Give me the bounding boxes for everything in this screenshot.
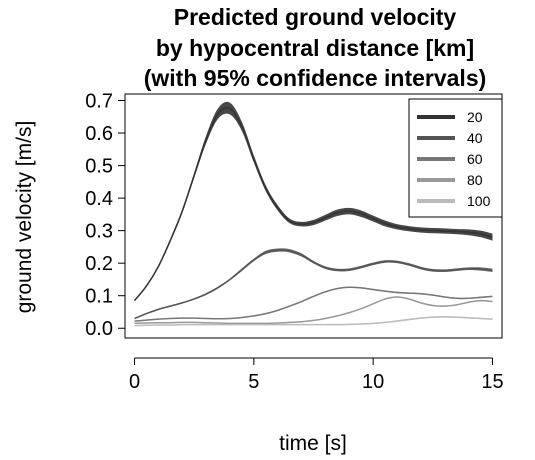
y-axis: 0.0 0.1 0.2 0.3 0.4 0.5 0.6 0.7 — [85, 91, 125, 340]
y-axis-title: ground velocity [m/s] — [13, 121, 36, 314]
x-tick-label: 5 — [248, 371, 259, 393]
x-axis: 0 5 10 15 — [129, 357, 504, 393]
y-tick-label: 0.1 — [85, 286, 113, 308]
y-tick-label: 0.2 — [85, 253, 113, 275]
series-line-20 — [133, 107, 493, 302]
chart-title-line-3: (with 95% confidence intervals) — [144, 65, 487, 91]
y-tick-label: 0.7 — [85, 91, 113, 113]
x-tick-label: 0 — [129, 371, 140, 393]
y-tick-label: 0.0 — [85, 318, 113, 340]
legend: 20 40 60 80 100 — [408, 98, 503, 218]
chart-title-line-2: by hypocentral distance [km] — [156, 35, 474, 61]
x-axis-title: time [s] — [279, 432, 347, 455]
series-lines — [133, 107, 493, 327]
series-line-80 — [134, 296, 493, 325]
y-tick-label: 0.3 — [85, 221, 113, 243]
series-line-60 — [134, 286, 493, 322]
x-tick-label: 10 — [362, 371, 384, 393]
chart-title-line-1: Predicted ground velocity — [174, 4, 457, 30]
chart-title: Predicted ground velocity by hypocentral… — [144, 4, 487, 91]
ci-band-40 — [134, 248, 493, 320]
legend-label-60: 60 — [467, 151, 483, 167]
legend-label-100: 100 — [467, 193, 491, 209]
legend-label-80: 80 — [467, 172, 483, 188]
y-tick-label: 0.6 — [85, 123, 113, 145]
series-line-100 — [134, 316, 493, 327]
x-tick-label: 15 — [481, 371, 503, 393]
y-tick-label: 0.4 — [85, 188, 113, 210]
legend-label-20: 20 — [467, 109, 483, 125]
y-tick-label: 0.5 — [85, 156, 113, 178]
series-line-40 — [134, 249, 493, 320]
legend-label-40: 40 — [467, 130, 483, 146]
